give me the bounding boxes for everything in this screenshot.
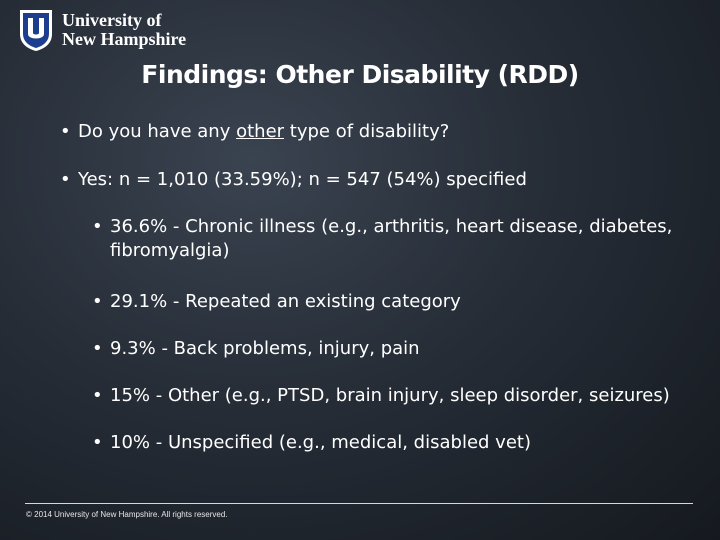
- bullet-dot: •: [60, 169, 71, 190]
- bullet-question: • Do you have any other type of disabili…: [60, 120, 698, 144]
- question-text-start: Do you have any: [78, 121, 237, 142]
- bullet-dot: •: [92, 338, 103, 359]
- logo-line-2: New Hampshire: [62, 29, 187, 49]
- bullet-dot: •: [92, 432, 103, 453]
- sub-bullet-text: 36.6% - Chronic illness (e.g., arthritis…: [110, 216, 673, 261]
- slide-title: Findings: Other Disability (RDD): [141, 60, 579, 89]
- footer-divider: [25, 503, 693, 504]
- bullet-yes-count: • Yes: n = 1,010 (33.59%); n = 547 (54%)…: [60, 168, 698, 192]
- sub-bullet-unspecified: • 10% - Unspecified (e.g., medical, disa…: [92, 431, 710, 455]
- sub-bullet-text: 29.1% - Repeated an existing category: [110, 291, 461, 312]
- question-emphasis: other: [236, 121, 285, 142]
- sub-bullet-repeated-category: • 29.1% - Repeated an existing category: [92, 290, 710, 314]
- logo-wordmark: University of New Hampshire: [62, 11, 186, 49]
- sub-bullet-chronic-illness: • 36.6% - Chronic illness (e.g., arthrit…: [92, 215, 710, 263]
- bullet-dot: •: [92, 291, 103, 312]
- sub-bullet-text: 9.3% - Back problems, injury, pain: [110, 338, 420, 359]
- bullet-dot: •: [60, 121, 71, 142]
- sub-bullet-text: 15% - Other (e.g., PTSD, brain injury, s…: [110, 385, 670, 406]
- bullet-dot: •: [92, 385, 103, 406]
- unh-logo: University of New Hampshire: [18, 8, 186, 52]
- question-text-end: type of disability?: [284, 121, 450, 142]
- bullet-dot: •: [92, 216, 103, 237]
- logo-line-1: University of: [62, 10, 162, 30]
- yes-count-text: Yes: n = 1,010 (33.59%); n = 547 (54%) s…: [78, 169, 527, 190]
- unh-shield-icon: [20, 10, 52, 51]
- sub-bullet-text: 10% - Unspecified (e.g., medical, disabl…: [110, 432, 531, 453]
- sub-bullet-other: • 15% - Other (e.g., PTSD, brain injury,…: [92, 384, 710, 408]
- copyright-footer: © 2014 University of New Hampshire. All …: [26, 510, 228, 519]
- sub-bullet-back-problems: • 9.3% - Back problems, injury, pain: [92, 337, 710, 361]
